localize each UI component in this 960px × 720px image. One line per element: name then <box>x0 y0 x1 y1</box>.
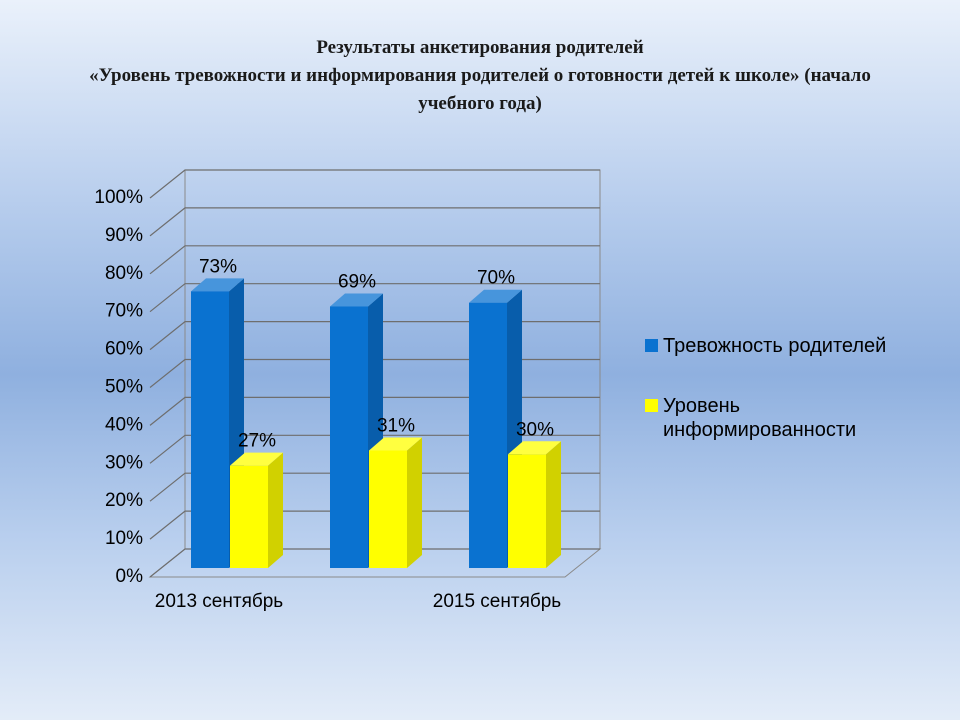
y-tick-label: 80% <box>105 263 143 284</box>
grid-line <box>149 169 600 199</box>
chart-subtitle: «Уровень тревожности и информирования ро… <box>89 65 871 114</box>
bar <box>469 302 507 568</box>
value-label: 30% <box>516 419 554 440</box>
y-tick-label: 70% <box>105 301 143 322</box>
bar <box>369 450 407 568</box>
grid-line <box>149 245 600 275</box>
y-tick-label: 30% <box>105 452 143 473</box>
bar-top <box>369 437 422 451</box>
legend-swatch <box>645 339 658 352</box>
value-label: 27% <box>238 431 276 452</box>
bar <box>191 291 229 568</box>
bar-top <box>469 289 522 303</box>
value-label: 31% <box>377 416 415 437</box>
bar-side <box>407 437 422 568</box>
bar-side <box>546 441 561 568</box>
y-tick-label: 100% <box>94 187 143 208</box>
grid-line <box>149 207 600 237</box>
y-tick-label: 40% <box>105 414 143 435</box>
bar-top <box>230 452 283 466</box>
legend-swatch <box>645 399 658 412</box>
grid-line <box>149 321 600 351</box>
bar <box>230 465 268 568</box>
legend-label: Уровень информированности <box>663 395 857 441</box>
bar-top <box>191 278 244 292</box>
chart-title: Результаты анкетирования родителей <box>316 37 644 58</box>
value-label: 70% <box>477 268 515 289</box>
y-tick-label: 20% <box>105 490 143 511</box>
bar-side <box>268 452 283 568</box>
y-tick-label: 90% <box>105 225 143 246</box>
bar <box>330 306 368 568</box>
grid-line <box>149 472 600 502</box>
x-tick-label: 2013 сентябрь <box>155 591 284 612</box>
bar-top <box>330 293 383 307</box>
bar-top <box>508 441 561 455</box>
grid-line <box>149 510 600 540</box>
y-tick-label: 50% <box>105 377 143 398</box>
x-tick-label: 2015 сентябрь <box>433 591 562 612</box>
grid-line <box>149 358 600 388</box>
value-label: 73% <box>199 256 237 277</box>
legend-label: Тревожность родителей <box>663 335 887 357</box>
grid-line <box>149 548 600 578</box>
grid-line <box>149 434 600 464</box>
y-tick-label: 0% <box>116 566 144 587</box>
value-label: 69% <box>338 272 376 293</box>
y-tick-label: 60% <box>105 339 143 360</box>
grid-line <box>149 396 600 426</box>
grid-line <box>149 283 600 313</box>
bar <box>508 454 546 568</box>
y-tick-label: 10% <box>105 528 143 549</box>
